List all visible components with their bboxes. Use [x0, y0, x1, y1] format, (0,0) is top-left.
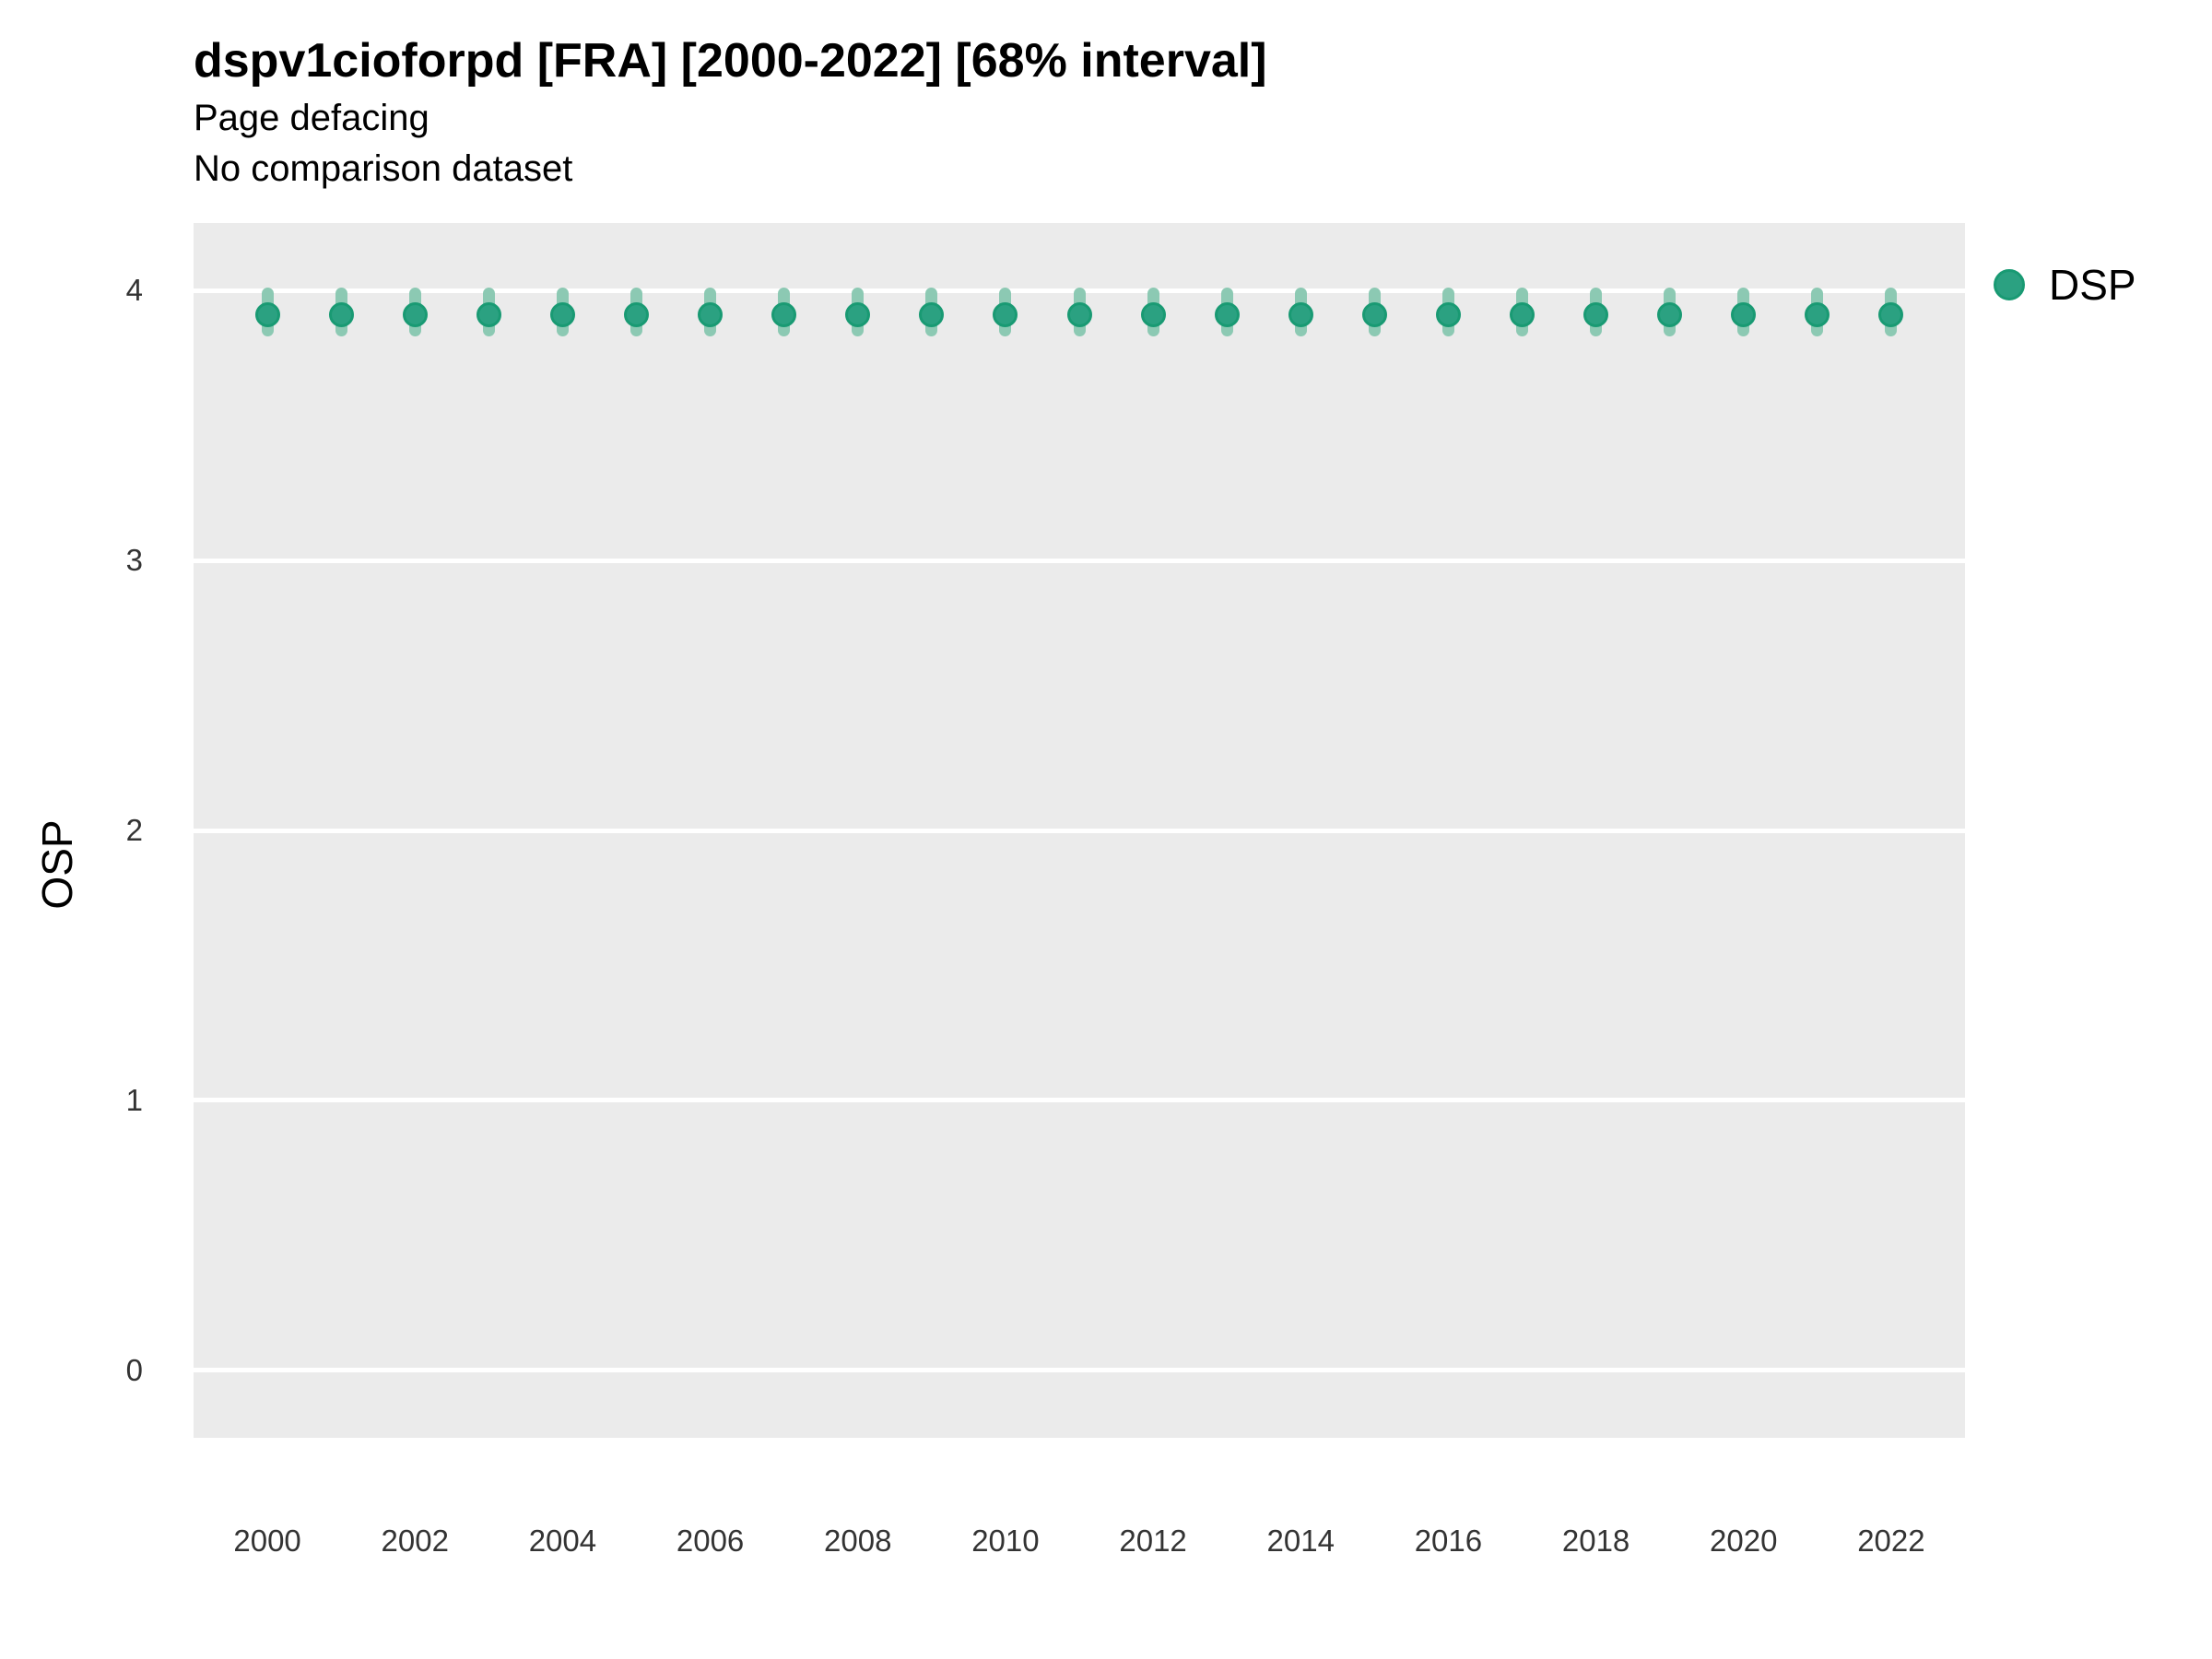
data-point: [1140, 302, 1166, 328]
gridline-y-2: [194, 828, 1965, 833]
gridline-y-0: [194, 1368, 1965, 1373]
data-point: [328, 302, 354, 328]
data-point: [771, 302, 797, 328]
x-tick-label: 2000: [233, 1524, 301, 1558]
gridline-y-1: [194, 1098, 1965, 1103]
x-tick-label: 2010: [971, 1524, 1040, 1558]
x-tick-label: 2006: [676, 1524, 745, 1558]
data-point: [476, 302, 501, 328]
x-tick-label: 2018: [1561, 1524, 1630, 1558]
chart-subtitle: Page defacing: [194, 98, 429, 138]
data-point: [1657, 302, 1683, 328]
data-point: [254, 302, 280, 328]
x-tick-label: 2022: [1857, 1524, 1925, 1558]
y-tick-label: 0: [125, 1352, 143, 1387]
data-point: [919, 302, 945, 328]
y-tick-label: 2: [125, 813, 143, 847]
legend: DSP: [1994, 260, 2136, 310]
x-tick-label: 2002: [381, 1524, 449, 1558]
data-point: [1361, 302, 1387, 328]
x-tick-label: 2012: [1119, 1524, 1187, 1558]
data-point: [1805, 302, 1830, 328]
data-point: [624, 302, 649, 328]
x-tick-label: 2014: [1266, 1524, 1335, 1558]
data-point: [1510, 302, 1535, 328]
y-tick-label: 3: [125, 543, 143, 578]
data-point: [1583, 302, 1609, 328]
x-tick-label: 2004: [528, 1524, 597, 1558]
data-point: [549, 302, 575, 328]
plot-panel: [194, 223, 1965, 1438]
data-point: [1288, 302, 1313, 328]
data-point: [1731, 302, 1757, 328]
data-point: [1214, 302, 1240, 328]
x-tick-label: 2016: [1414, 1524, 1483, 1558]
y-tick-label: 1: [125, 1082, 143, 1117]
data-point: [1878, 302, 1904, 328]
data-point: [845, 302, 871, 328]
data-point: [402, 302, 428, 328]
legend-label: DSP: [2049, 261, 2136, 309]
legend-circle-icon: [1994, 269, 2025, 300]
y-tick-label: 4: [125, 273, 143, 308]
x-tick-label: 2020: [1710, 1524, 1778, 1558]
data-point: [1435, 302, 1461, 328]
data-point: [698, 302, 724, 328]
data-point: [993, 302, 1018, 328]
chart-title: dspv1cioforpd [FRA] [2000-2022] [68% int…: [194, 34, 1267, 88]
chart-note: No comparison dataset: [194, 148, 573, 189]
gridline-y-3: [194, 558, 1965, 563]
x-tick-label: 2008: [824, 1524, 892, 1558]
data-point: [1066, 302, 1092, 328]
